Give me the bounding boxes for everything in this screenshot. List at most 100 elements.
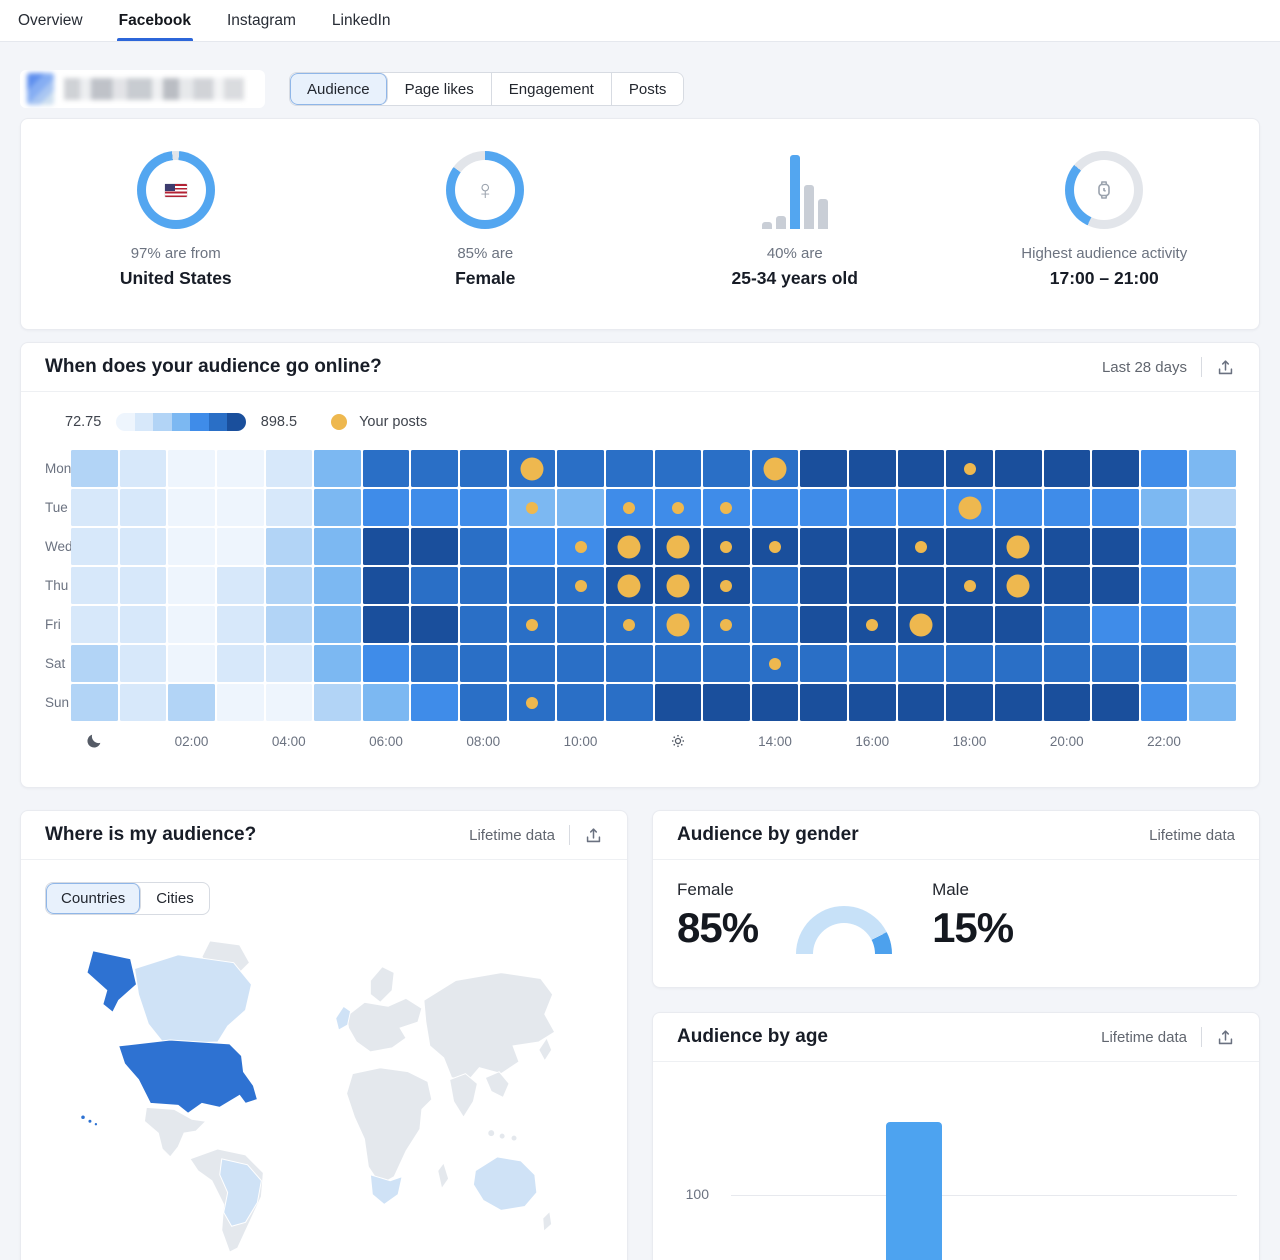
heatmap-cell[interactable]	[1043, 567, 1091, 604]
heatmap-cell[interactable]	[849, 645, 896, 682]
heatmap-cell[interactable]	[557, 684, 604, 721]
heatmap-cell[interactable]	[800, 528, 847, 565]
heatmap-cell[interactable]	[946, 606, 993, 643]
tab-posts[interactable]: Posts	[611, 73, 684, 105]
heatmap-cell[interactable]	[508, 489, 556, 526]
export-button[interactable]	[584, 826, 603, 845]
heatmap-cell[interactable]	[314, 684, 361, 721]
heatmap-cell[interactable]	[654, 528, 702, 565]
map-country-south-africa[interactable]	[369, 1174, 403, 1206]
heatmap-cell[interactable]	[411, 489, 458, 526]
heatmap-cell[interactable]	[1043, 645, 1091, 682]
heatmap-cell[interactable]	[1043, 450, 1091, 487]
heatmap-cell[interactable]	[557, 450, 604, 487]
tab-engagement[interactable]: Engagement	[491, 73, 612, 105]
heatmap-cell[interactable]	[654, 450, 702, 487]
heatmap-cell[interactable]	[1189, 684, 1236, 721]
heatmap-cell[interactable]	[168, 450, 215, 487]
heatmap-cell[interactable]	[1092, 684, 1139, 721]
heatmap-cell[interactable]	[411, 528, 458, 565]
heatmap-cell[interactable]	[1140, 528, 1188, 565]
nav-tab-facebook[interactable]: Facebook	[116, 0, 194, 41]
map-country-africa[interactable]	[346, 1067, 433, 1186]
heatmap-cell[interactable]	[119, 489, 167, 526]
map-country-japan[interactable]	[538, 1036, 553, 1062]
tab-page-likes[interactable]: Page likes	[387, 73, 492, 105]
heatmap-cell[interactable]	[168, 645, 215, 682]
heatmap-cell[interactable]	[1189, 645, 1236, 682]
heatmap-cell[interactable]	[460, 606, 507, 643]
heatmap-cell[interactable]	[314, 567, 361, 604]
heatmap-cell[interactable]	[897, 450, 945, 487]
heatmap-cell[interactable]	[800, 645, 847, 682]
heatmap-cell[interactable]	[1092, 450, 1139, 487]
heatmap-cell[interactable]	[362, 645, 410, 682]
heatmap-cell[interactable]	[1140, 567, 1188, 604]
heatmap-cell[interactable]	[265, 489, 313, 526]
heatmap-cell[interactable]	[994, 450, 1042, 487]
heatmap-cell[interactable]	[1140, 684, 1188, 721]
heatmap-cell[interactable]	[71, 567, 118, 604]
heatmap-cell[interactable]	[1140, 606, 1188, 643]
heatmap-cell[interactable]	[1189, 606, 1236, 643]
map-country-canada[interactable]	[133, 954, 252, 1045]
heatmap-cell[interactable]	[897, 489, 945, 526]
map-country-indonesia[interactable]	[487, 1129, 496, 1138]
heatmap-cell[interactable]	[946, 567, 993, 604]
heatmap-cell[interactable]	[362, 606, 410, 643]
map-country-new-zealand[interactable]	[542, 1210, 553, 1233]
heatmap-cell[interactable]	[411, 645, 458, 682]
heatmap-cell[interactable]	[557, 567, 604, 604]
heatmap-cell[interactable]	[119, 567, 167, 604]
heatmap-cell[interactable]	[557, 528, 604, 565]
map-country-indonesia[interactable]	[510, 1134, 518, 1142]
map-country-hawaii[interactable]	[87, 1118, 93, 1124]
heatmap-cell[interactable]	[1140, 489, 1188, 526]
map-country-united-kingdom[interactable]	[335, 1005, 352, 1031]
heatmap-cell[interactable]	[460, 489, 507, 526]
heatmap-cell[interactable]	[508, 645, 556, 682]
heatmap-cell[interactable]	[119, 528, 167, 565]
heatmap-cell[interactable]	[1043, 489, 1091, 526]
heatmap-cell[interactable]	[460, 450, 507, 487]
map-country-southeast-asia[interactable]	[484, 1071, 510, 1099]
map-country-indonesia[interactable]	[498, 1132, 506, 1140]
heatmap-cell[interactable]	[71, 528, 118, 565]
heatmap-cell[interactable]	[119, 645, 167, 682]
heatmap-cell[interactable]	[751, 489, 799, 526]
heatmap-cell[interactable]	[994, 489, 1042, 526]
heatmap-cell[interactable]	[849, 684, 896, 721]
map-country-brazil[interactable]	[219, 1158, 262, 1227]
export-button[interactable]	[1216, 1028, 1235, 1047]
heatmap-cell[interactable]	[265, 645, 313, 682]
heatmap-cell[interactable]	[849, 606, 896, 643]
heatmap-cell[interactable]	[654, 489, 702, 526]
heatmap-cell[interactable]	[1189, 567, 1236, 604]
nav-tab-linkedin[interactable]: LinkedIn	[331, 11, 391, 29]
heatmap-cell[interactable]	[994, 684, 1042, 721]
heatmap-cell[interactable]	[411, 450, 458, 487]
heatmap-cell[interactable]	[1092, 606, 1139, 643]
heatmap-cell[interactable]	[897, 567, 945, 604]
heatmap-cell[interactable]	[897, 684, 945, 721]
heatmap-cell[interactable]	[751, 528, 799, 565]
heatmap-cell[interactable]	[897, 528, 945, 565]
heatmap-cell[interactable]	[362, 489, 410, 526]
heatmap-cell[interactable]	[314, 645, 361, 682]
heatmap-cell[interactable]	[362, 528, 410, 565]
heatmap-cell[interactable]	[946, 450, 993, 487]
heatmap-cell[interactable]	[216, 528, 264, 565]
heatmap-cell[interactable]	[265, 450, 313, 487]
heatmap-cell[interactable]	[800, 606, 847, 643]
heatmap-cell[interactable]	[1140, 645, 1188, 682]
map-country-australia[interactable]	[472, 1156, 538, 1211]
heatmap-cell[interactable]	[1189, 489, 1236, 526]
heatmap-cell[interactable]	[654, 606, 702, 643]
heatmap-cell[interactable]	[1189, 450, 1236, 487]
map-country-united-states[interactable]	[118, 1039, 259, 1114]
heatmap-cell[interactable]	[508, 528, 556, 565]
heatmap-cell[interactable]	[216, 489, 264, 526]
heatmap-cell[interactable]	[1189, 528, 1236, 565]
heatmap-cell[interactable]	[216, 645, 264, 682]
heatmap-cell[interactable]	[168, 567, 215, 604]
